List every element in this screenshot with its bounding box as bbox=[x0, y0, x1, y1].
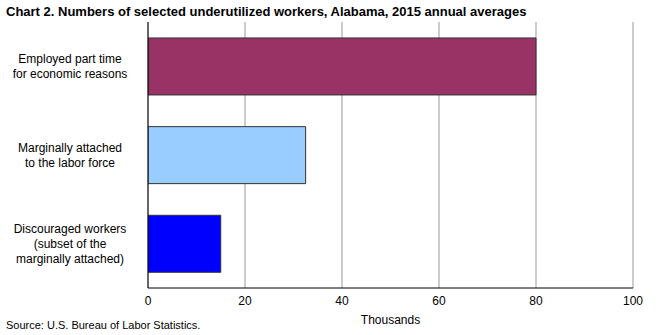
svg-text:20: 20 bbox=[238, 294, 252, 308]
svg-text:100: 100 bbox=[623, 294, 643, 308]
svg-text:80: 80 bbox=[529, 294, 543, 308]
svg-text:0: 0 bbox=[145, 294, 152, 308]
svg-text:Employed part timefor economic: Employed part timefor economic reasons bbox=[13, 52, 128, 81]
svg-text:Discouraged workers(subset of: Discouraged workers(subset of themargina… bbox=[14, 222, 127, 266]
html-text:Source: U.S. Bureau of Labor S: Source: U.S. Bureau of Labor Statistics. bbox=[6, 319, 201, 331]
svg-text:60: 60 bbox=[432, 294, 446, 308]
html-text:Chart 2. Numbers of selected u: Chart 2. Numbers of selected underutiliz… bbox=[6, 4, 527, 19]
svg-text:Thousands: Thousands bbox=[361, 313, 420, 327]
svg-text:Marginally attachedto the labo: Marginally attachedto the labor force bbox=[18, 141, 122, 170]
svg-text:40: 40 bbox=[335, 294, 349, 308]
